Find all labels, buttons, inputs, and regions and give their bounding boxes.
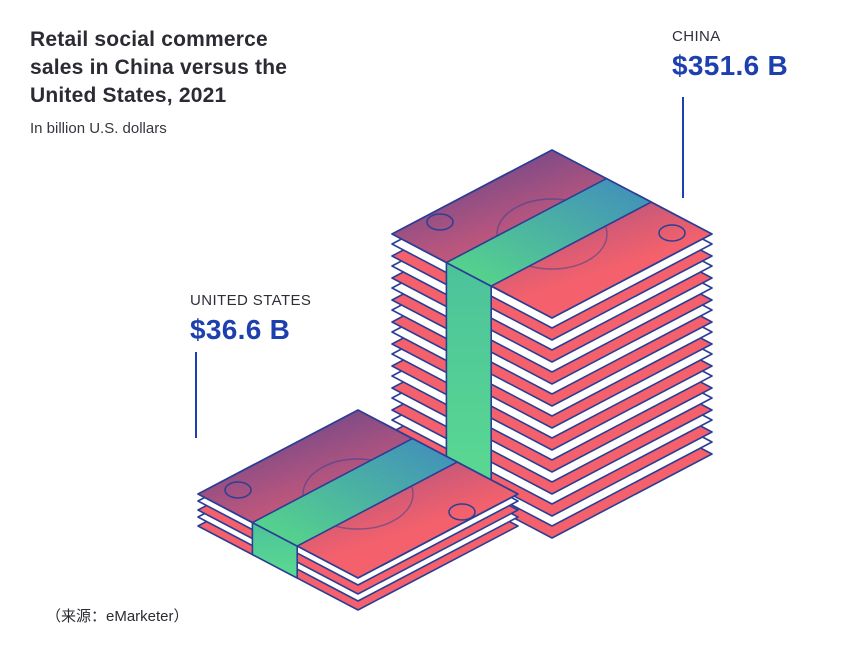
china-value: $351.6 B	[672, 50, 789, 81]
us-annotation: UNITED STATES $36.6 B	[190, 292, 311, 346]
china-money-stack	[391, 149, 713, 539]
chart-title: Retail social commerce sales in China ve…	[30, 26, 287, 110]
chart-title-line-3: United States, 2021	[30, 84, 227, 107]
chart-subtitle: In billion U.S. dollars	[30, 120, 167, 137]
source-note: （来源：eMarketer）	[46, 608, 189, 625]
us-value: $36.6 B	[190, 314, 291, 345]
chart-title-line-2: sales in China versus the	[30, 56, 288, 79]
us-label: UNITED STATES	[190, 292, 312, 309]
us-money-stack	[197, 409, 519, 611]
china-annotation: CHINA $351.6 B	[672, 28, 788, 82]
china-label: CHINA	[672, 28, 721, 45]
chart-title-line-1: Retail social commerce	[30, 28, 268, 51]
